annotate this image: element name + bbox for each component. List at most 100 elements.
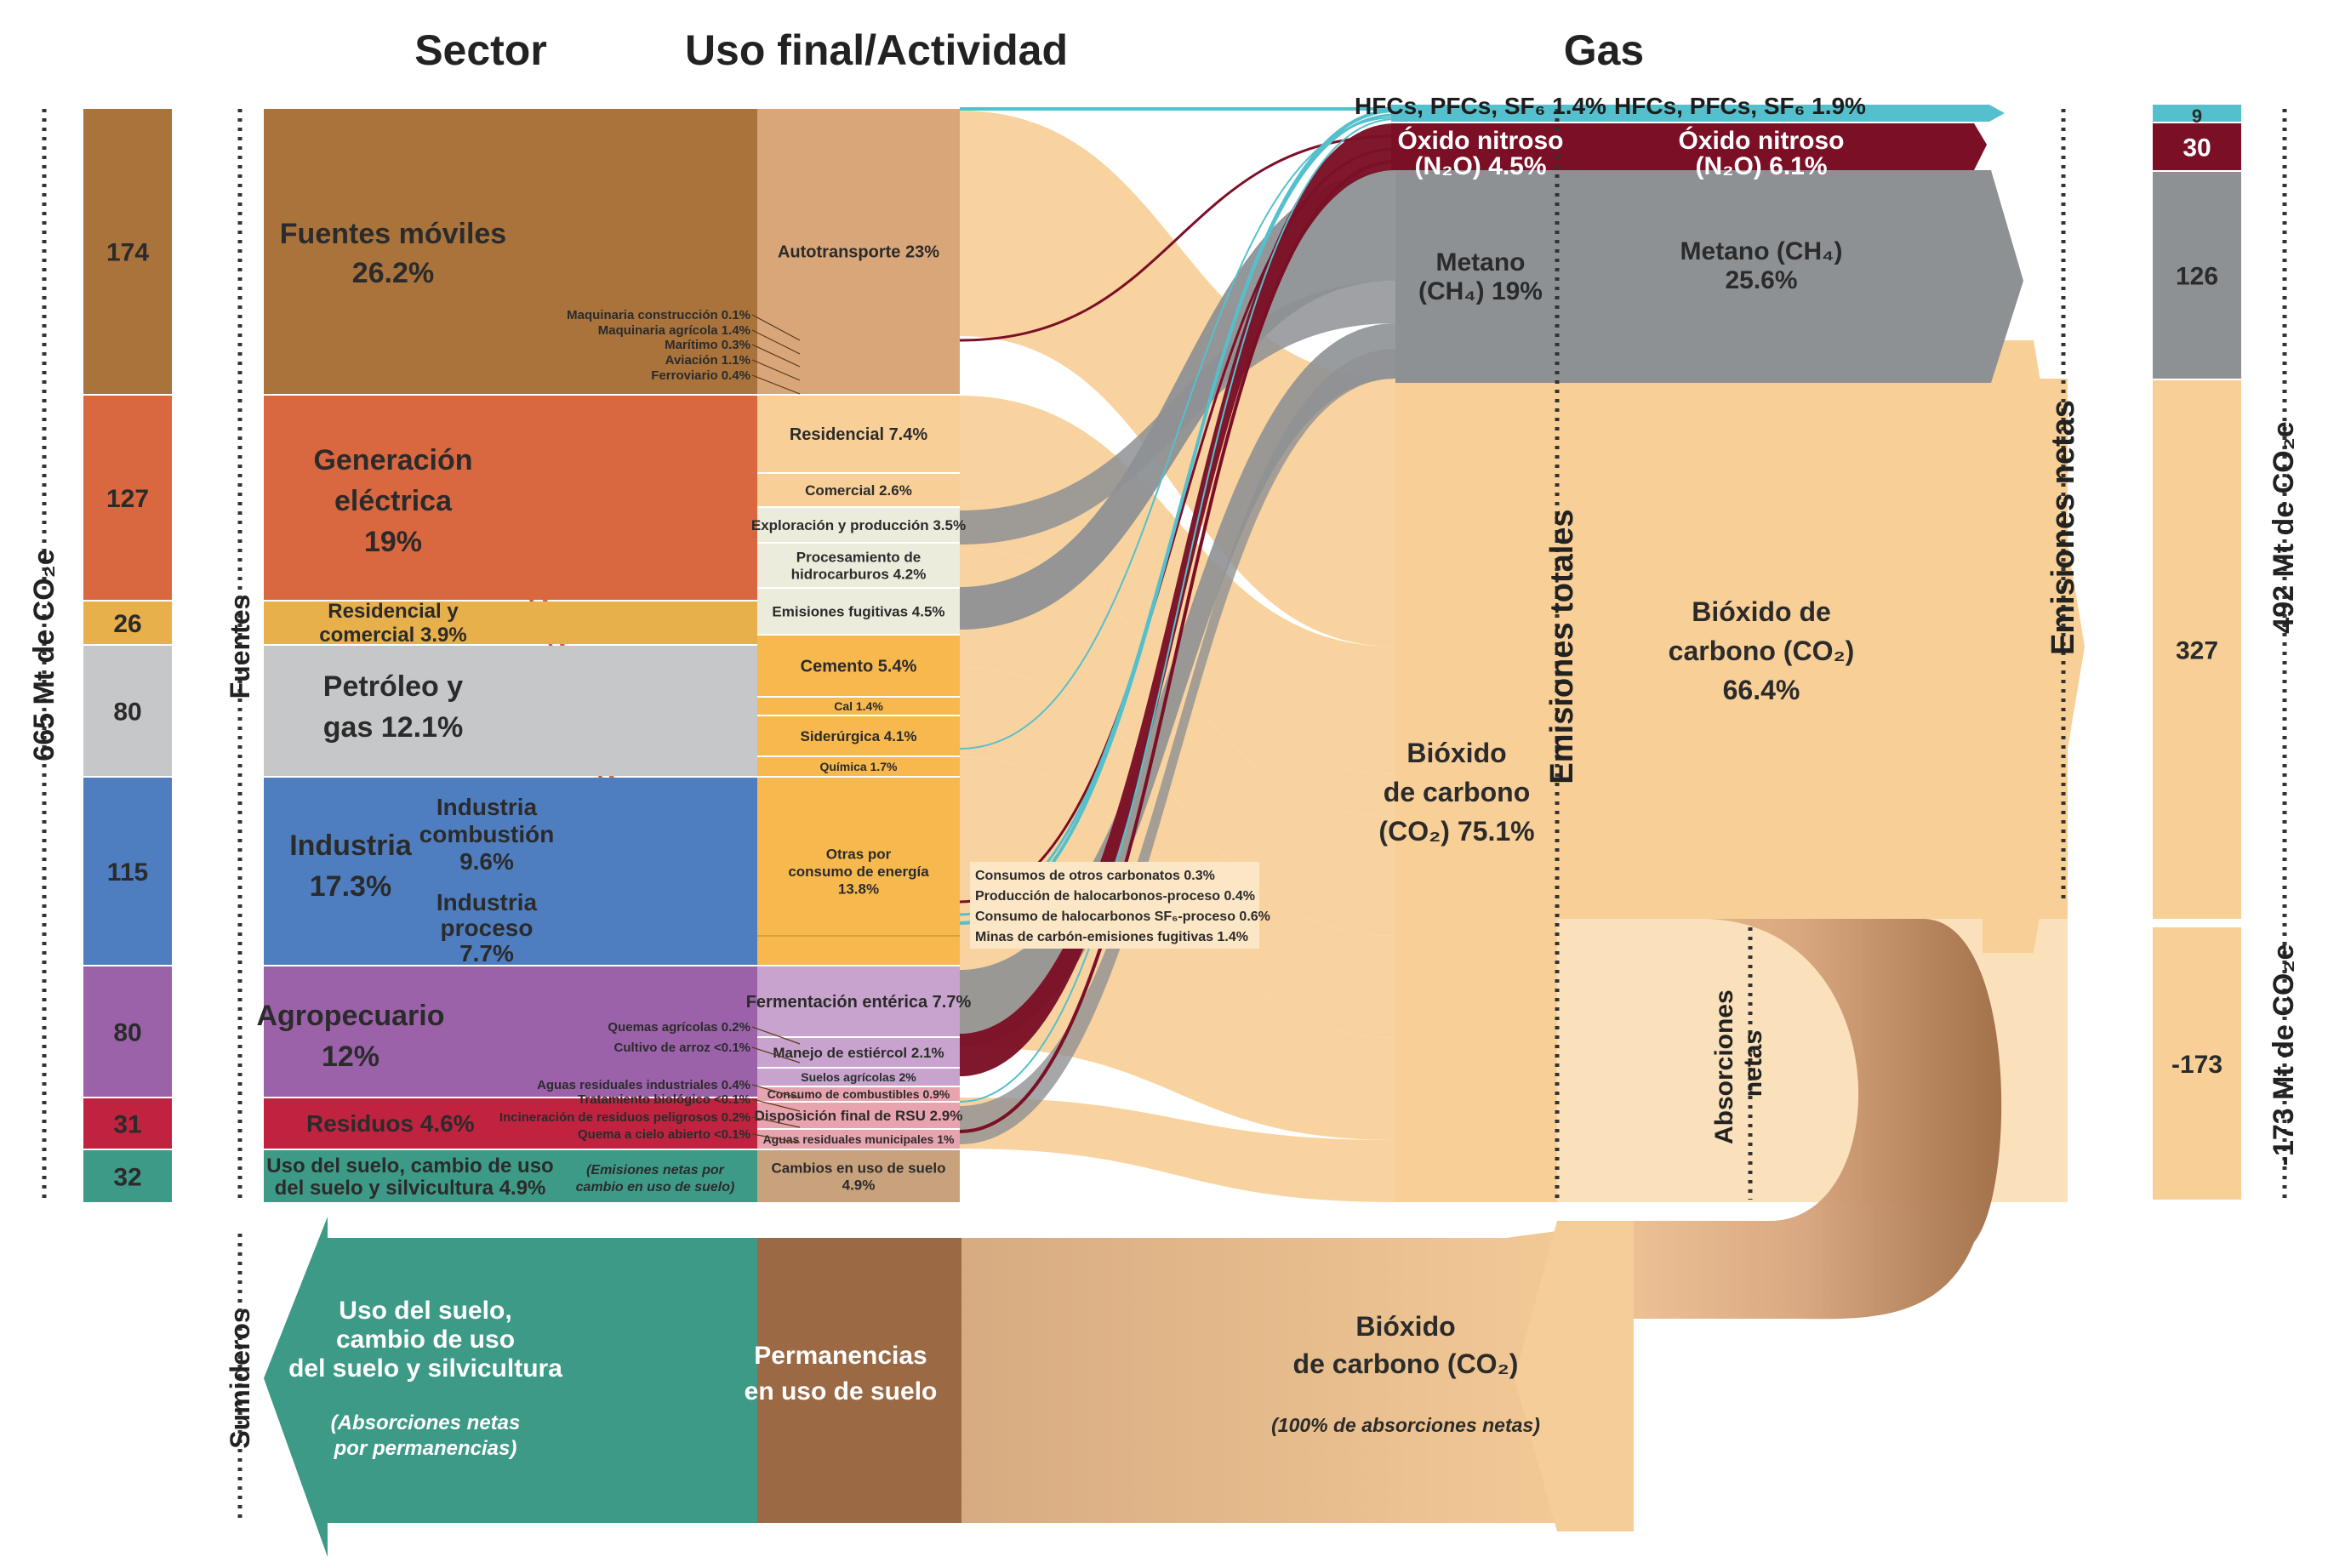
emisiones-totales-label: Emisiones totales [1544,509,1580,784]
subsector-10-line: Quema a cielo abierto <0.1% [578,1127,750,1142]
left-total-5 [83,966,172,1097]
act-estiercol: Manejo de estiércol 2.1% [773,1045,944,1061]
left-total-value-2: 26 [113,610,141,638]
gas-net-co2: Bióxido de carbono (CO₂) 66.4% [1669,596,1855,705]
act-fermentacion-line: Fermentación entérica 7.7% [746,993,972,1012]
act-estiercol-block [757,1038,960,1067]
sink-permanencias-label-line: en uso de suelo [745,1377,938,1405]
small-process-0-line: Consumos de otros carbonatos 0.3% [975,869,1215,883]
n2o-flow-waste [959,160,1396,1133]
gas-total-ch4: Metano (CH₄) 19% [1418,248,1543,305]
act-otras-line: consumo de energía [788,864,929,880]
absorciones-line-1: Absorciones [1710,989,1738,1144]
act-combustibles: Consumo de combustibles 0.9% [767,1087,950,1101]
subsector-leader-5 [751,1026,801,1045]
left-total-value-0: 174 [106,239,149,267]
right-total-value-2-line: 126 [2176,263,2218,291]
activity-column: Autotransporte 23% Residencial 7.4% Comerc… [746,109,972,1202]
subsector-5-line: Quemas agrícolas 0.2% [608,1020,750,1035]
subsector-7-line: Aguas residuales industriales 0.4% [537,1078,750,1092]
co2-flow-4 [960,668,1395,1038]
act-comercial-line: Comercial 2.6% [805,482,912,499]
sink-landuse-label: Uso del suelo, cambio de uso del suelo y s… [288,1297,562,1383]
act-estiercol-line: Manejo de estiércol 2.1% [773,1045,944,1061]
act-comercial-block [757,474,960,506]
act-suelos-block [757,1069,960,1086]
left-total-value-7: 32 [113,1164,141,1192]
act-autotransporte: Autotransporte 23% [778,243,939,262]
n2o-flow-industry [959,147,1396,904]
left-totals-bar: 174 127 26 80 115 80 31 32 [83,109,172,1202]
left-total-value-1-line: 127 [106,485,149,513]
act-cambios-block [757,1150,960,1202]
act-quimica-line: Química 1.7% [819,760,898,773]
subsector-6: Cultivo de arroz <0.1% [614,1041,750,1055]
sector-agro-label-line: 12% [322,1041,379,1073]
sector-ind-proc-label-line: proceso [441,915,534,941]
right-totals-bar: 9 30 126 327 -173 [2153,105,2241,1200]
header-gas: Gas [1564,26,1645,74]
left-total-3 [83,646,172,776]
left-total-7 [83,1150,172,1202]
act-procesamiento-line: hidrocarburos 4.2% [791,567,927,583]
sector-agro-label-line: Agropecuario [256,1000,444,1032]
small-process-0: Consumos de otros carbonatos 0.3% [975,869,1215,883]
act-fermentacion-block [757,966,960,1036]
subsector-9-line: Incineración de residuos peligrosos 0.2% [499,1110,750,1125]
sector-agro-label: Agropecuario 12% [256,1000,444,1073]
right-total-2 [2153,172,2241,379]
gas-net-ch4-line: 25.6% [1725,266,1797,294]
dotted-guides [42,109,2287,1523]
left-total-value-0-line: 174 [106,239,149,267]
emisiones-netas-label: Emisiones netas [2046,400,2081,655]
act-aguas-line: Aguas residuales municipales 1% [763,1132,955,1146]
act-cambios-line: Cambios en uso de suelo [772,1160,946,1176]
subsector-leader-4 [751,374,801,395]
right-total-value-4: -173 [2171,1051,2222,1079]
right-total-value-2: 126 [2176,263,2218,291]
left-total-value-1: 127 [106,485,149,513]
diagram-labels: Fuentes móviles 26.2% Generación eléctrica 1… [256,93,1866,1460]
sector-column [264,109,757,1202]
co2-sink-arrowhead [1515,1221,1634,1531]
left-total-value-5: 80 [113,1019,141,1047]
act-siderurgica-block [757,716,960,755]
sink-co2-label: Bióxido de carbono (CO₂) [1293,1311,1519,1379]
ch4-flow-waste [960,349,1395,1144]
gas-total-hfc-line: HFCs, PFCs, SF₆ 1.4% [1355,93,1606,119]
sink-co2-label-line: de carbono (CO₂) [1293,1348,1519,1379]
right-total-0 [2153,105,2241,122]
gas-total-n2o-line: Óxido nitroso [1398,126,1564,155]
sector-landuse [264,1150,757,1202]
act-cemento-line: Cemento 5.4% [801,658,917,676]
right-total-value-3-line: 327 [2176,637,2218,665]
left-total-value-4-line: 115 [107,858,148,887]
act-rsu-block [757,1103,960,1128]
sink-permanencias-label-line: Permanencias [754,1342,927,1370]
subsector-0-line: Maquinaria construcción 0.1% [567,308,750,322]
gas-net-co2-line: Bióxido de [1692,596,1831,627]
subsector-8-line: Tratamiento biológico <0.1% [578,1092,750,1107]
sector-industry-label-line: 17.3% [310,870,391,903]
sankey-flows [399,106,1396,1202]
small-process-panel [970,862,1259,949]
sector-landuse-note: (Emisiones netas por cambio en uso de sue… [576,1163,735,1195]
subsector-4: Ferroviario 0.4% [651,368,750,383]
left-total-2 [83,602,172,644]
sector-industry-label: Industria 17.3% [289,830,413,903]
right-total-value-0-line: 9 [2192,105,2202,127]
sector-industry-label-line: Industria [289,830,413,862]
permanencias-block [757,1238,961,1523]
gas-total-co2-line: Bióxido [1406,738,1506,768]
left-total-label: 665 Mt de CO₂e [28,549,60,761]
subsector-8: Tratamiento biológico <0.1% [578,1092,750,1107]
act-quimica: Química 1.7% [819,760,898,773]
hfc-net-arrow [1391,105,2005,122]
left-total-value-2-line: 26 [113,610,141,638]
right-total-value-1-line: 30 [2182,134,2211,163]
subsector-leader-0 [751,314,801,341]
act-otras-line: Otras por [826,847,892,863]
subsector-leader-7 [751,1084,801,1099]
gas-net-ch4-line: Metano (CH₄) [1680,237,1843,265]
